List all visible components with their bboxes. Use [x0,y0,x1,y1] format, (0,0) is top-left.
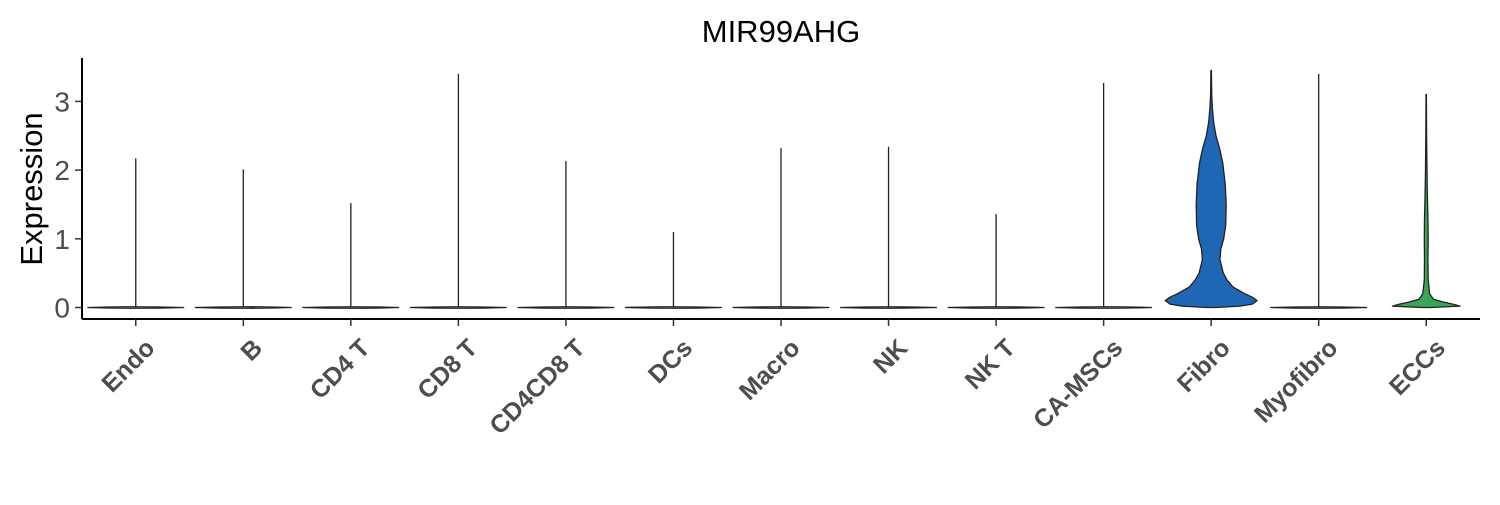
chart-title: MIR99AHG [702,14,860,49]
violin-macro [732,148,830,309]
x-tick-label: Myofibro [1249,334,1343,428]
violin-endo [87,158,185,309]
violin-cd8-t [409,73,507,309]
violins [87,69,1461,309]
x-ticks: Endo B CD4 T CD8 T CD4CD8 T DCs Macro NK NK T CA-… [96,319,1451,440]
violin-eccs [1391,93,1461,309]
y-tick-label: 2 [54,155,70,186]
x-tick-label: NK T [960,334,1021,395]
violin-myofibro [1270,73,1368,309]
y-ticks: 0 1 2 3 [54,86,82,324]
violin-nk [840,146,937,309]
violin-body [1164,69,1258,309]
violin-dcs [625,231,722,309]
x-tick-label: B [235,334,268,367]
x-tick-label: NK [868,334,913,379]
violin-fibro [1164,69,1258,309]
x-tick-label: CD4CD8 T [484,334,590,440]
violin-cd4cd8-t [517,161,615,309]
x-tick-label: Endo [96,334,160,398]
violin-body [1391,93,1461,309]
x-tick-label: Macro [734,334,806,406]
x-tick-label: CA-MSCs [1028,334,1128,434]
violin-ca-mscs [1055,82,1153,309]
x-tick-label: ECCs [1384,334,1451,401]
y-axis-label: Expression [14,112,49,265]
violin-b [194,169,292,309]
violin-cd4-t [302,203,400,309]
violin-nk-t [947,214,1045,309]
x-tick-label: Fibro [1172,334,1236,398]
y-tick-label: 1 [54,224,70,255]
x-tick-label: CD4 T [305,334,376,405]
y-tick-label: 0 [54,293,70,324]
x-tick-label: CD8 T [412,334,483,405]
x-tick-label: DCs [643,334,698,389]
y-tick-label: 3 [54,86,70,117]
